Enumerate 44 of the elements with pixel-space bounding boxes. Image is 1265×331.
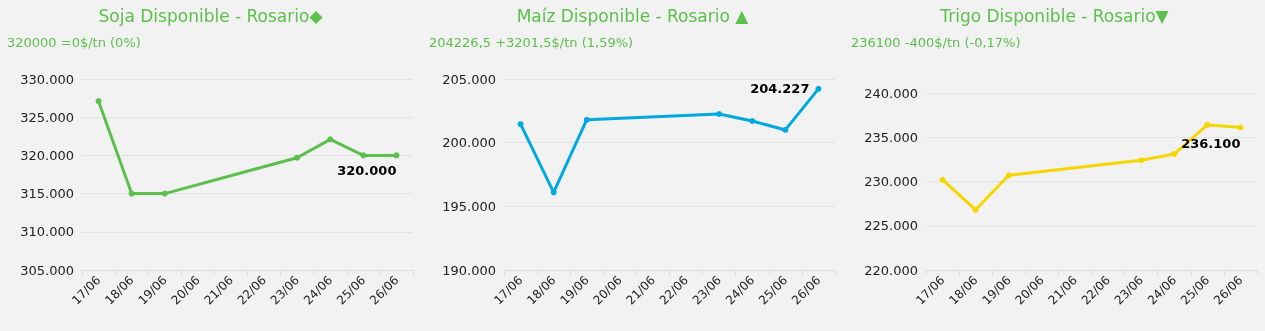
y-tick-label: 310.000 (20, 224, 74, 240)
point (1005, 172, 1012, 179)
y-tick-label: 205.000 (442, 71, 496, 87)
point (1237, 124, 1244, 131)
point (517, 121, 524, 128)
point (327, 136, 334, 143)
y-tick-label: 225.000 (864, 218, 918, 234)
chart-title: Maíz Disponible - Rosario ▲ (516, 5, 750, 26)
y-tick-label: 235.000 (864, 129, 918, 145)
y-tick-label: 315.000 (20, 186, 74, 202)
y-tick-label: 320.000 (20, 147, 74, 163)
y-tick-label: 240.000 (864, 85, 918, 101)
y-tick-label: 305.000 (20, 262, 74, 278)
point (128, 190, 135, 197)
point (1204, 121, 1211, 128)
y-tick-label: 330.000 (20, 71, 74, 87)
point (393, 152, 400, 159)
data-label: 204.227 (750, 81, 810, 97)
point (749, 118, 756, 125)
point (1138, 157, 1145, 164)
point (161, 190, 168, 197)
y-tick-label: 220.000 (864, 262, 918, 278)
chart-subtitle: 236100 -400$/tn (-0,17%) (851, 35, 1021, 50)
point (583, 116, 590, 123)
point (550, 189, 557, 196)
chart-title: Trigo Disponible - Rosario▼ (939, 5, 1170, 26)
y-tick-label: 200.000 (442, 135, 496, 151)
y-tick-label: 195.000 (442, 198, 496, 214)
point (716, 111, 723, 118)
point (360, 152, 367, 159)
chart-subtitle: 204226,5 +3201,5$/tn (1,59%) (429, 35, 634, 50)
point (939, 176, 946, 183)
point (95, 98, 102, 105)
point (782, 126, 789, 133)
point (815, 85, 822, 92)
data-label: 320.000 (337, 163, 397, 179)
chart-subtitle: 320000 =0$/tn (0%) (7, 35, 141, 50)
y-tick-label: 325.000 (20, 109, 74, 125)
point (1171, 151, 1178, 158)
y-tick-label: 230.000 (864, 174, 918, 189)
point (972, 206, 979, 213)
chart-title: Soja Disponible - Rosario◆ (98, 5, 324, 26)
y-tick-label: 190.000 (442, 262, 496, 278)
point (294, 154, 301, 161)
